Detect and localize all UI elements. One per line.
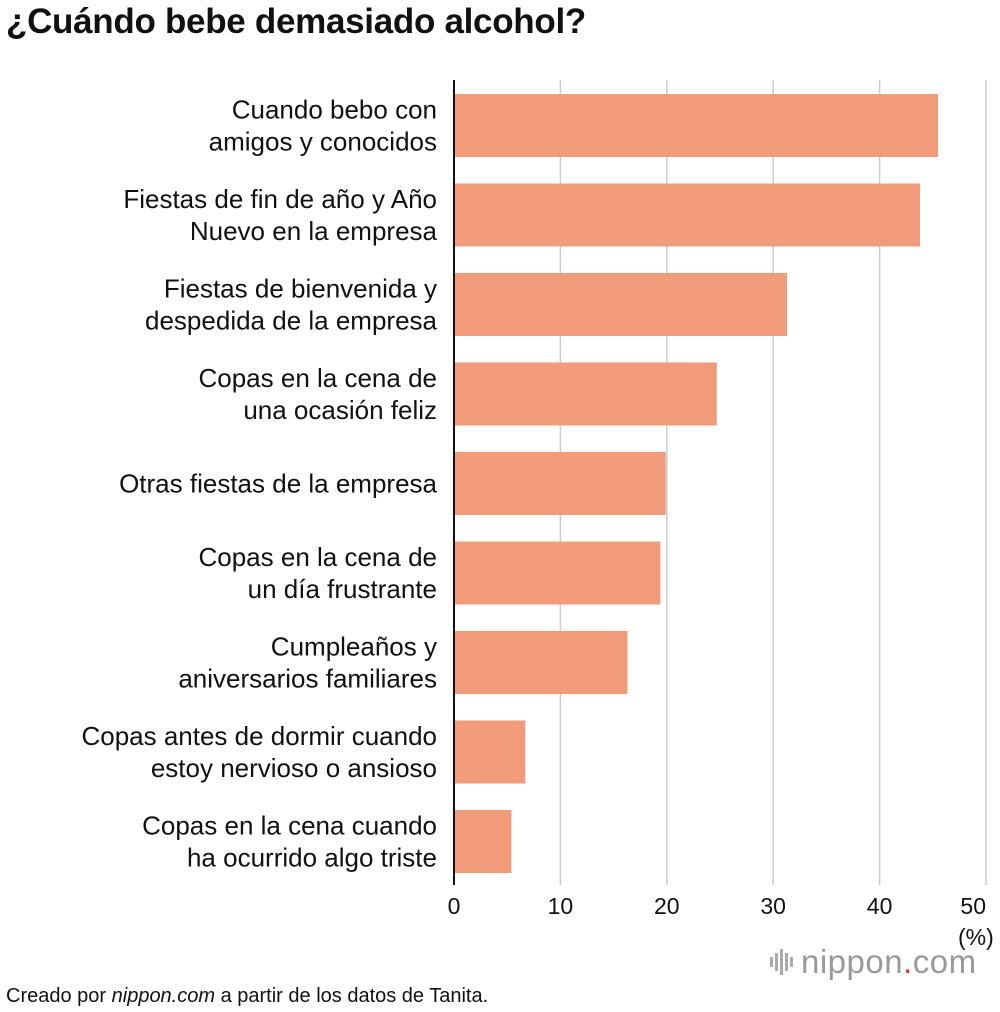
bar [454,631,628,694]
category-label: Fiestas de bienvenida y [164,274,437,304]
source-credit: Creado por nippon.com a partir de los da… [6,985,488,1008]
logo-text-right: com [912,943,977,980]
x-axis-unit-label: (%) [958,924,994,950]
chart-title: ¿Cuándo bebe demasiado alcohol? [6,2,586,41]
x-tick-label: 40 [867,893,893,919]
bar [454,273,788,336]
category-label: Nuevo en la empresa [190,216,438,246]
category-label: Copas en la cena de [198,363,437,393]
nippon-logo-icon [770,949,793,975]
bar [454,541,661,605]
x-tick-label: 50 [960,893,986,919]
logo-dot: . [903,943,913,980]
category-label: Copas antes de dormir cuando [81,721,437,751]
category-label: Copas en la cena de [198,542,437,572]
x-tick-label: 10 [548,893,574,919]
category-label: un día frustrante [248,574,437,604]
category-label: Otras fiestas de la empresa [119,469,437,499]
category-label: Copas en la cena cuando [142,811,437,841]
logo-text-left: nippon [801,943,904,980]
category-label: estoy nervioso o ansioso [151,753,437,783]
logo-text: nippon.com [801,943,977,981]
bar [454,810,512,873]
category-label: despedida de la empresa [145,306,438,336]
bar [454,94,939,157]
credit-prefix: Creado por [6,985,112,1007]
x-tick-label: 20 [654,893,680,919]
category-label: Cuando bebo con [232,95,437,125]
bar [454,183,921,247]
category-label: aniversarios familiares [178,664,437,694]
x-tick-label: 30 [760,893,786,919]
credit-suffix: a partir de los datos de Tanita. [215,985,489,1007]
x-tick-label: 0 [448,893,461,919]
credit-site: nippon.com [111,985,216,1007]
bar [454,452,666,515]
bar [454,720,526,784]
category-label: una ocasión feliz [243,395,437,425]
nippon-logo: nippon.com [770,943,977,981]
bar [454,362,717,426]
category-label: amigos y conocidos [209,127,437,157]
category-label: Cumpleaños y [271,632,437,662]
category-label: ha ocurrido algo triste [187,843,437,873]
category-label: Fiestas de fin de año y Año [123,184,437,214]
